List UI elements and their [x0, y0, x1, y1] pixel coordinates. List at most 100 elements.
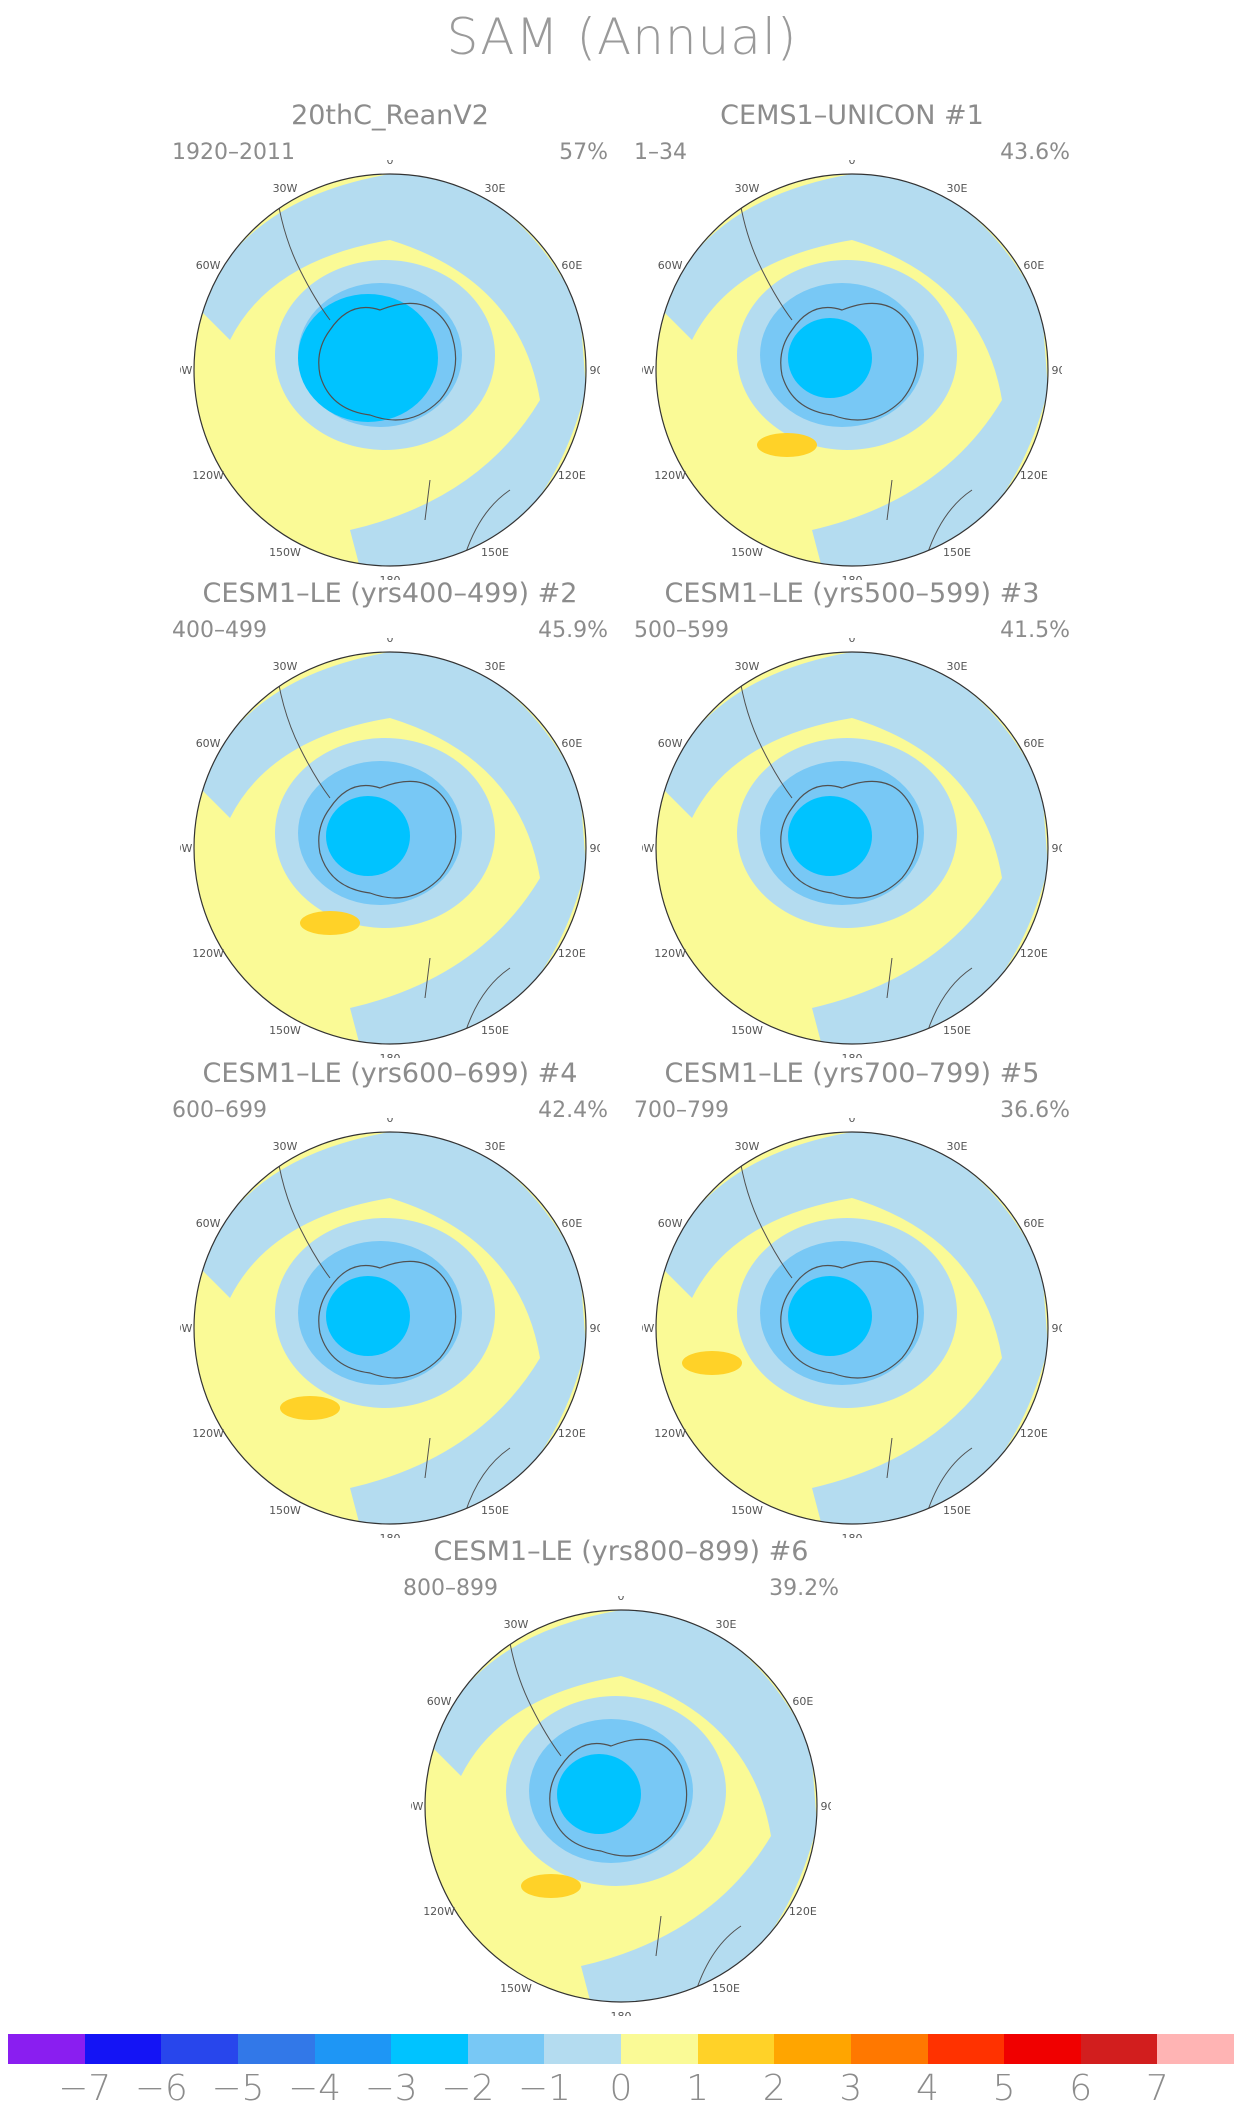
longitude-label: 90E — [1052, 364, 1062, 377]
map-boundary — [193, 1131, 587, 1525]
longitude-label: 150W — [731, 1504, 763, 1517]
longitude-label: 150E — [481, 546, 509, 559]
positive-anomaly — [757, 433, 817, 457]
colorbar-cell — [391, 2034, 468, 2064]
colorbar-cell — [927, 2034, 1005, 2064]
longitude-label: 30W — [504, 1618, 529, 1631]
antarctica-coastline — [549, 1738, 688, 1857]
panel-title: CESM1–LE (yrs400–499) #2 — [202, 578, 578, 609]
colorbar-cell — [467, 2034, 545, 2064]
map-panel: CESM1–LE (yrs500–599) #3 500–599 41.5% 0 30E… — [634, 578, 1070, 1058]
australia-coastline — [655, 1915, 742, 1992]
map-panel: CESM1–LE (yrs700–799) #5 700–799 36.6% 0 30E… — [634, 1058, 1070, 1538]
colorbar-tick-label: 0 — [609, 2068, 633, 2109]
longitude-label: 30E — [947, 1140, 968, 1153]
longitude-label: 30W — [735, 660, 760, 673]
colorbar-tick-label: −5 — [211, 2068, 265, 2109]
negative-contour-3 — [326, 796, 410, 876]
negative-band — [200, 652, 586, 1044]
australia-coastline — [886, 957, 973, 1034]
colorbar-tick-label: −7 — [58, 2068, 112, 2109]
panel-title: CESM1–LE (yrs500–599) #3 — [664, 578, 1040, 609]
antarctica-coastline — [780, 1260, 919, 1379]
longitude-label: 90E — [1052, 842, 1062, 855]
panel-variance-percent: 42.4% — [538, 1098, 608, 1123]
negative-band — [662, 1132, 1048, 1524]
colorbar-cell — [84, 2034, 162, 2064]
colorbar-cell — [774, 2034, 851, 2064]
colorbar-cell — [1157, 2034, 1234, 2064]
longitude-label: 30W — [735, 182, 760, 195]
longitude-label: 180 — [842, 1052, 863, 1058]
colorbar-cell — [621, 2034, 698, 2064]
negative-band — [662, 652, 1048, 1044]
australia-coastline — [424, 957, 511, 1034]
longitude-label: 120W — [192, 1427, 224, 1440]
longitude-label: 30E — [947, 182, 968, 195]
panel-period: 400–499 — [172, 618, 267, 643]
longitude-label: 120E — [558, 1427, 586, 1440]
positive-anomaly — [682, 1351, 742, 1375]
longitude-label: 120W — [192, 469, 224, 482]
map-panel: CESM1–LE (yrs600–699) #4 600–699 42.4% 0 30E… — [172, 1058, 608, 1538]
colorbar-cell — [697, 2034, 775, 2064]
longitude-label: 0 — [849, 160, 856, 167]
longitude-label: 30W — [273, 1140, 298, 1153]
australia-coastline — [886, 1437, 973, 1514]
longitude-label: 60E — [561, 259, 582, 272]
longitude-label: 0 — [387, 160, 394, 167]
colorbar-labels: −7 −6 −5 −4 −3 −2 −1 0 1 2 3 4 5 6 7 — [8, 2068, 1234, 2109]
longitude-label: 120E — [558, 469, 586, 482]
panel-period: 600–699 — [172, 1098, 267, 1123]
negative-band — [662, 174, 1048, 566]
longitude-label: 150E — [481, 1504, 509, 1517]
longitude-label: 60E — [792, 1695, 813, 1708]
map-boundary — [655, 1131, 1049, 1525]
longitude-label: 180 — [380, 1052, 401, 1058]
antarctica-coastline — [780, 780, 919, 899]
colorbar-tick-label: 2 — [762, 2068, 786, 2109]
longitude-label: 180 — [842, 574, 863, 580]
colorbar-cell — [161, 2034, 238, 2064]
longitude-label: 60W — [658, 1217, 683, 1230]
antarctica-coastline — [318, 780, 457, 899]
longitude-label: 120W — [654, 469, 686, 482]
longitude-label: 150E — [943, 1024, 971, 1037]
longitude-label: 90W — [642, 842, 655, 855]
longitude-label: 30E — [485, 1140, 506, 1153]
negative-contour-3 — [788, 796, 872, 876]
longitude-label: 60W — [196, 259, 221, 272]
longitude-label: 60W — [658, 259, 683, 272]
positive-anomaly — [280, 1396, 340, 1420]
negative-contour-3 — [788, 318, 872, 398]
panel-period: 500–599 — [634, 618, 729, 643]
longitude-label: 0 — [849, 638, 856, 645]
colorbar — [8, 2034, 1234, 2064]
longitude-label: 0 — [849, 1118, 856, 1125]
panel-period: 1920–2011 — [172, 140, 295, 165]
positive-anomaly — [300, 911, 360, 935]
longitude-label: 120E — [1020, 947, 1048, 960]
longitude-label: 90E — [821, 1800, 831, 1813]
longitude-label: 60E — [1023, 737, 1044, 750]
colorbar-cell — [314, 2034, 392, 2064]
map-boundary — [424, 1609, 818, 2003]
longitude-label: 120W — [654, 947, 686, 960]
panel-title: CESM1–LE (yrs800–899) #6 — [433, 1536, 809, 1567]
australia-coastline — [424, 479, 511, 556]
longitude-label: 120E — [789, 1905, 817, 1918]
longitude-label: 90E — [590, 842, 600, 855]
longitude-label: 30E — [716, 1618, 737, 1631]
colorbar-tick-label: 7 — [1145, 2068, 1169, 2109]
longitude-label: 30W — [273, 182, 298, 195]
polar-map: 0 30E 60E 90E 120E 150E 180 150W 120W 90W 60W 30W — [411, 1596, 831, 2016]
longitude-label: 150E — [481, 1024, 509, 1037]
longitude-label: 60W — [196, 1217, 221, 1230]
longitude-label: 0 — [387, 1118, 394, 1125]
panel-variance-percent: 39.2% — [769, 1576, 839, 1601]
longitude-label: 120E — [1020, 1427, 1048, 1440]
longitude-label: 90E — [590, 364, 600, 377]
colorbar-cell — [237, 2034, 315, 2064]
longitude-label: 0 — [387, 638, 394, 645]
panel-period: 800–899 — [403, 1576, 498, 1601]
